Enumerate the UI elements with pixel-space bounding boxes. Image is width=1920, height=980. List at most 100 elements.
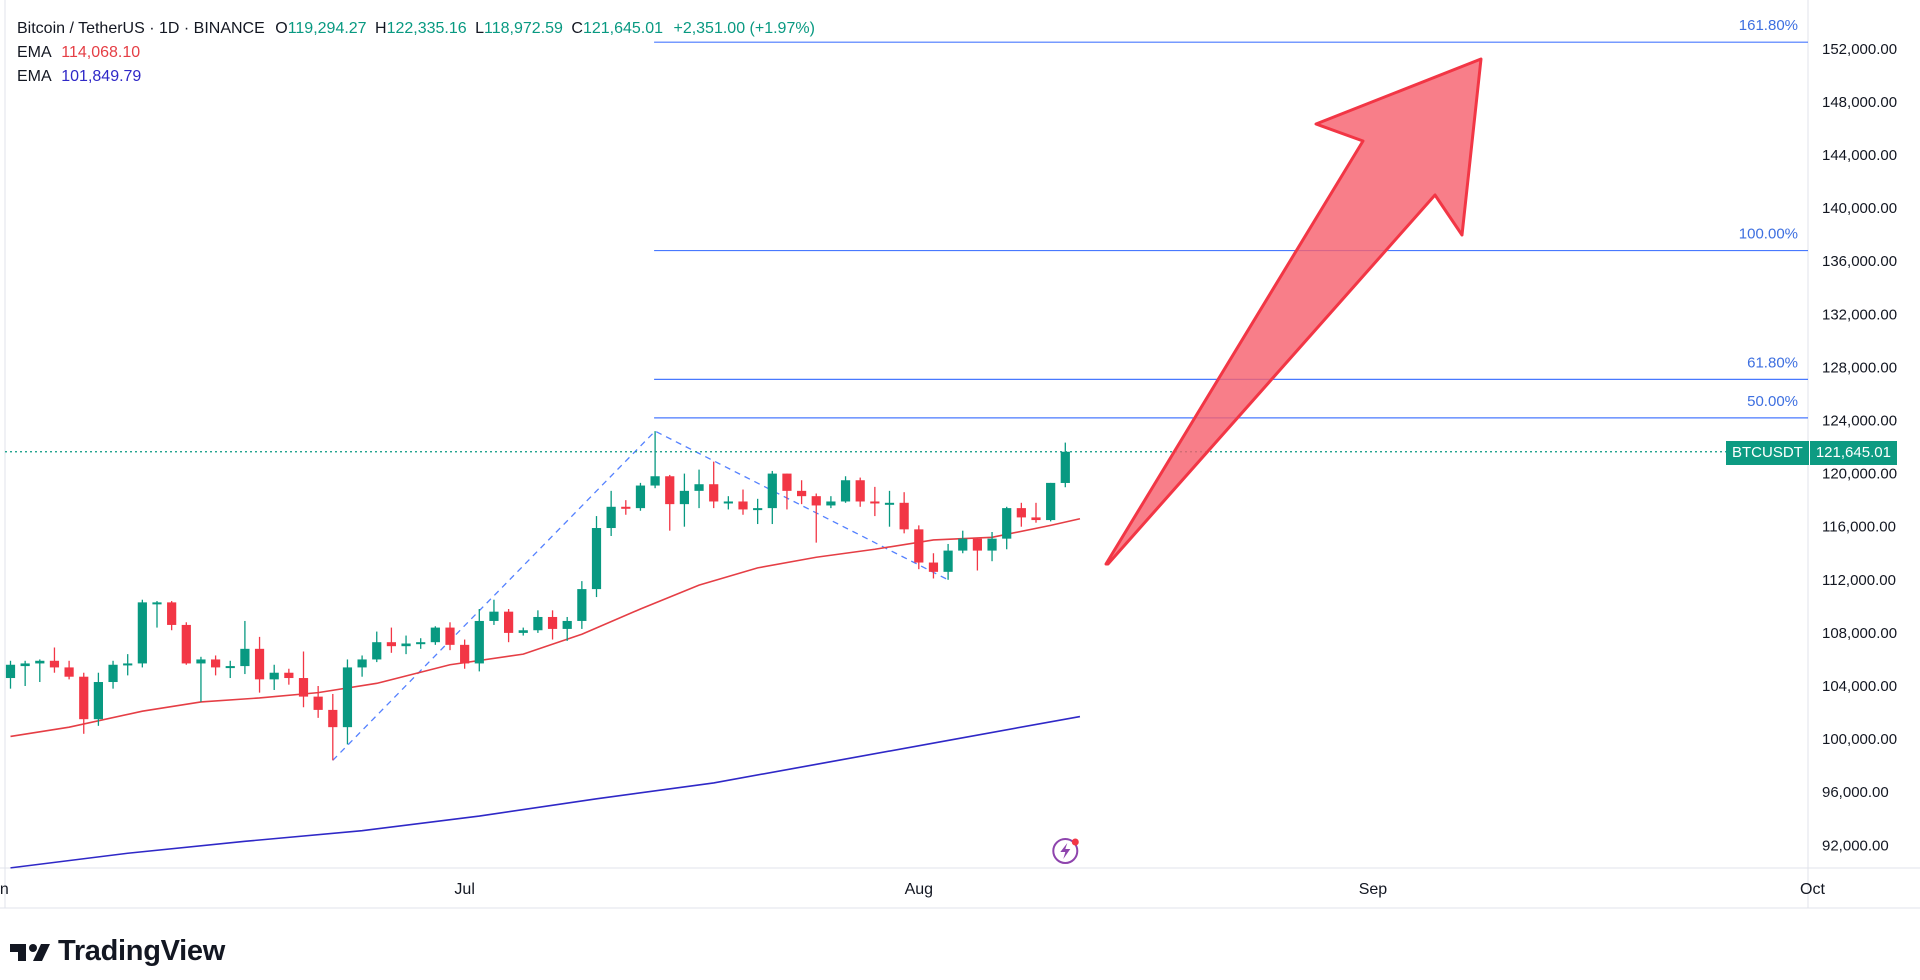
y-tick-label: 92,000.00: [1822, 837, 1889, 854]
candle-body: [621, 506, 631, 509]
ema-fast-row[interactable]: EMA 114,068.10: [17, 41, 815, 65]
x-tick-label: Sep: [1359, 881, 1388, 898]
forecast-arrow: [1104, 57, 1483, 566]
candle: [254, 636, 265, 693]
candle-body: [679, 490, 689, 505]
low-label: L: [475, 20, 485, 37]
candle-body: [958, 538, 968, 551]
ema-slow-label: EMA: [17, 68, 51, 85]
candle-body: [137, 602, 147, 664]
candle: [504, 609, 514, 643]
candle: [635, 482, 646, 511]
ema-fast-value: 114,068.10: [61, 44, 141, 61]
candle: [826, 496, 836, 509]
y-tick-label: 104,000.00: [1822, 678, 1897, 695]
candle: [1031, 502, 1041, 523]
candle: [269, 664, 279, 690]
candle-body: [826, 501, 836, 506]
fib-level-label: 50.00%: [1747, 393, 1798, 410]
candle: [152, 601, 162, 628]
candle: [445, 622, 455, 651]
candle-body: [547, 616, 558, 629]
candle: [577, 581, 587, 629]
candle-body: [723, 501, 733, 504]
ohlc-row: Bitcoin / TetherUS · 1D · BINANCE O119,2…: [17, 17, 815, 41]
x-tick-label: Jul: [454, 881, 474, 898]
candle-body: [591, 528, 602, 590]
candle: [123, 654, 133, 676]
candle: [211, 655, 221, 676]
candle: [225, 660, 235, 679]
candle-body: [914, 529, 924, 563]
tradingview-logo[interactable]: TradingView: [8, 935, 225, 968]
candle-body: [753, 508, 763, 511]
candle-body: [1031, 517, 1041, 521]
candle: [49, 647, 60, 673]
candle: [240, 620, 250, 675]
candle: [167, 601, 177, 631]
candle-body: [489, 611, 499, 621]
candle: [372, 631, 382, 663]
close-label: C: [571, 20, 583, 37]
price-tag-value: 121,645.01: [1815, 444, 1891, 461]
candle-body: [797, 490, 807, 497]
candle-body: [577, 589, 587, 621]
candle: [797, 480, 807, 505]
ema-slow-value: 101,849.79: [61, 68, 142, 85]
candle: [753, 498, 763, 525]
candle: [1016, 502, 1026, 527]
candle-body: [533, 616, 543, 631]
y-tick-label: 140,000.00: [1822, 200, 1897, 217]
y-tick-label: 100,000.00: [1822, 731, 1897, 748]
candle: [181, 622, 191, 665]
candle: [137, 599, 147, 668]
candle: [621, 500, 631, 515]
y-tick-label: 152,000.00: [1822, 41, 1897, 58]
candle-body: [93, 682, 103, 720]
candle: [1046, 482, 1056, 522]
candle: [328, 693, 338, 761]
candle: [767, 470, 777, 525]
open-label: O: [275, 20, 288, 37]
candle-body: [474, 620, 484, 664]
open-value: 119,294.27: [287, 20, 367, 37]
candle: [972, 538, 982, 571]
candle-body: [504, 611, 514, 633]
candle-body: [123, 663, 133, 666]
ema-slow-row[interactable]: EMA 101,849.79: [17, 65, 815, 89]
candle-body: [445, 627, 455, 645]
candle-body: [635, 485, 646, 509]
symbol-label[interactable]: Bitcoin / TetherUS · 1D · BINANCE: [17, 20, 265, 37]
candle: [460, 639, 470, 669]
high-value: 122,335.16: [386, 20, 467, 37]
candle-body: [1016, 508, 1026, 518]
candle: [533, 610, 543, 633]
candle-body: [152, 602, 162, 605]
candle: [64, 660, 74, 680]
fib-level-label: 161.80%: [1739, 17, 1798, 34]
candle-body: [840, 480, 851, 502]
candle: [430, 626, 440, 645]
candle-body: [972, 538, 982, 551]
candle: [958, 530, 968, 554]
candle-body: [254, 648, 265, 680]
candle-body: [284, 672, 294, 679]
candle: [899, 492, 909, 534]
candle: [650, 431, 660, 489]
ema-fast-label: EMA: [17, 44, 51, 61]
candle-body: [782, 473, 792, 491]
candle-body: [767, 473, 777, 509]
candle-body: [460, 644, 470, 664]
y-tick-label: 116,000.00: [1822, 519, 1896, 536]
x-tick-label: Jun: [0, 881, 9, 898]
y-tick-label: 124,000.00: [1822, 413, 1897, 430]
candle-body: [811, 496, 821, 506]
candle: [606, 490, 616, 536]
candle: [518, 627, 528, 636]
candle: [709, 461, 719, 509]
y-tick-label: 96,000.00: [1822, 784, 1889, 801]
candle: [196, 656, 206, 702]
candle-body: [416, 642, 426, 645]
candle: [870, 486, 880, 517]
